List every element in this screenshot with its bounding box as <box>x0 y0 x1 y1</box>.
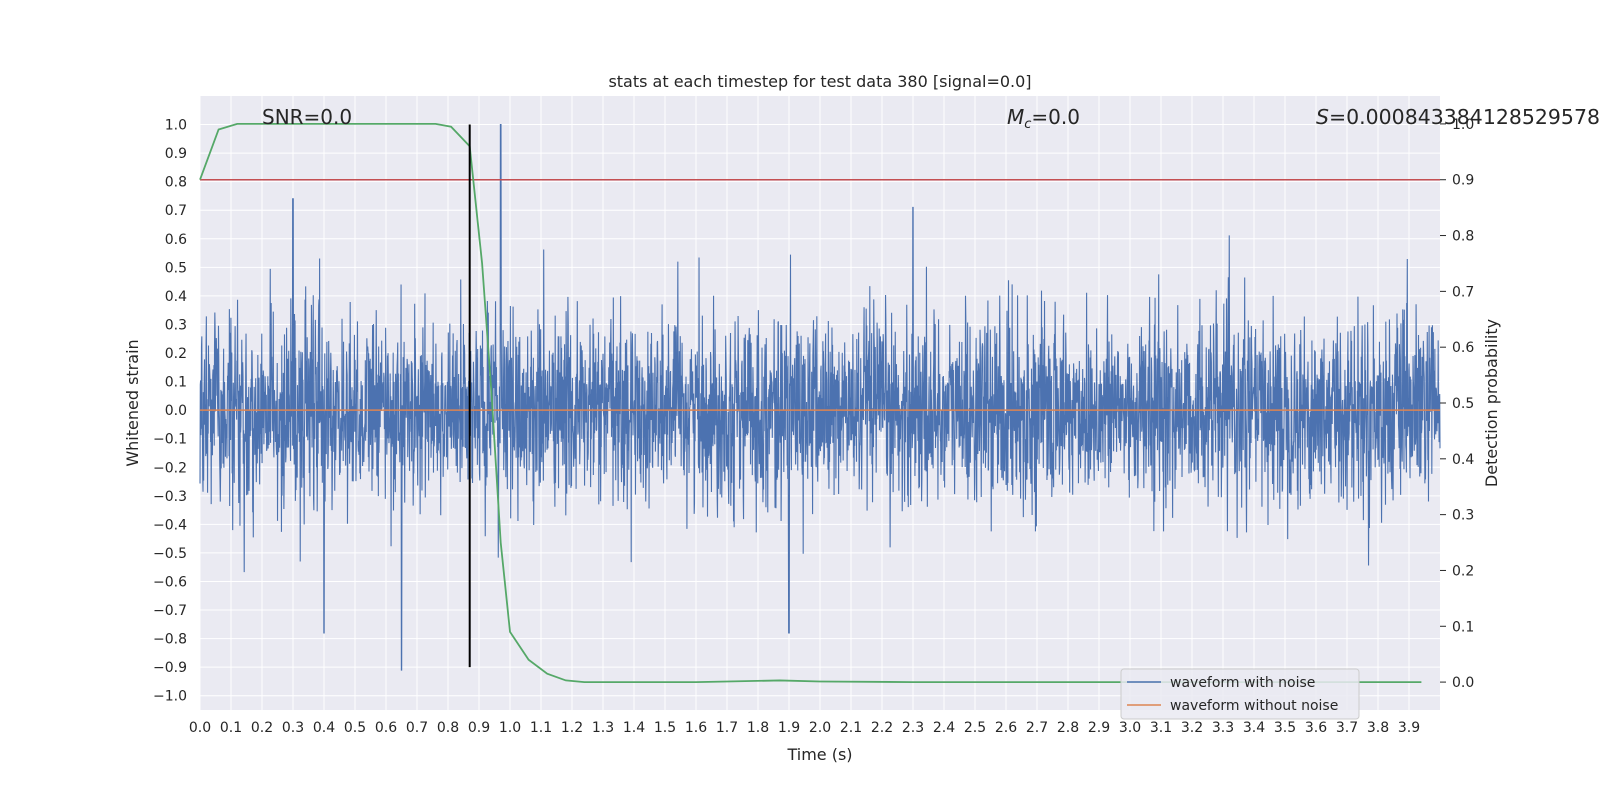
legend-label-noise: waveform with noise <box>1170 675 1315 691</box>
series-layer <box>199 123 1441 683</box>
y2-axis-label: Detection probability <box>1482 319 1501 487</box>
x-tick-label: 2.3 <box>902 720 924 736</box>
x-tick-label: 0.6 <box>375 720 397 736</box>
y2-tick-label: 0.8 <box>1452 229 1474 245</box>
y2-tick-label: 0.4 <box>1452 452 1474 468</box>
legend-box <box>1120 668 1360 720</box>
mc-annotation: Mc=0.0 <box>1007 105 1080 132</box>
y2-tick-label: 0.7 <box>1452 284 1474 300</box>
x-tick-label: 1.8 <box>747 720 769 736</box>
y-tick-label: −0.7 <box>153 603 187 619</box>
x-tick-label: 3.1 <box>1150 720 1172 736</box>
x-tick-label: 2.1 <box>840 720 862 736</box>
x-tick-label: 3.6 <box>1305 720 1327 736</box>
series-waveform-with-noise <box>199 124 1441 671</box>
x-tick-label: 3.8 <box>1367 720 1389 736</box>
y2-tick-label: 0.0 <box>1452 675 1474 691</box>
chart-title: stats at each timestep for test data 380… <box>608 72 1031 91</box>
x-tick-label: 3.5 <box>1274 720 1296 736</box>
x-tick-label: 0.1 <box>220 720 242 736</box>
x-tick-label: 2.5 <box>964 720 986 736</box>
x-tick-label: 2.4 <box>933 720 955 736</box>
s-annotation: S=0.000843384128529578 <box>1316 105 1600 129</box>
x-tick-label: 1.0 <box>499 720 521 736</box>
x-tick-label: 1.4 <box>623 720 645 736</box>
x-tick-label: 1.1 <box>530 720 552 736</box>
y-tick-label: −0.9 <box>153 660 187 676</box>
x-tick-label: 2.9 <box>1088 720 1110 736</box>
y-tick-label: −0.1 <box>153 432 187 448</box>
mc-value: =0.0 <box>1031 105 1080 129</box>
y2-tick-label: 0.1 <box>1452 619 1474 635</box>
y2-tick-label: 0.9 <box>1452 173 1474 189</box>
x-tick-label: 2.8 <box>1057 720 1079 736</box>
s-value: =0.000843384128529578 <box>1329 105 1600 129</box>
x-tick-label: 0.2 <box>251 720 273 736</box>
y-tick-label: 0.7 <box>165 203 187 219</box>
y-tick-label: 0.3 <box>165 317 187 333</box>
y-tick-label: 0.4 <box>165 289 187 305</box>
y-tick-label: 0.6 <box>165 232 187 248</box>
x-tick-label: 0.9 <box>468 720 490 736</box>
x-tick-label: 0.7 <box>406 720 428 736</box>
y-tick-label: −0.8 <box>153 632 187 648</box>
s-symbol: S <box>1316 105 1329 129</box>
mc-subscript: c <box>1024 117 1031 132</box>
x-tick-label: 0.4 <box>313 720 335 736</box>
x-tick-label: 3.3 <box>1212 720 1234 736</box>
legend: waveform with noise waveform without noi… <box>1120 668 1360 720</box>
series-detection-probability <box>199 123 1422 683</box>
legend-label-clean: waveform without noise <box>1170 698 1338 714</box>
x-tick-label: 0.3 <box>282 720 304 736</box>
y2-tick-label: 1.0 <box>1452 117 1474 133</box>
x-tick-label: 0.0 <box>189 720 211 736</box>
x-tick-label: 1.2 <box>561 720 583 736</box>
x-tick-label: 1.6 <box>685 720 707 736</box>
x-tick-label: 1.3 <box>592 720 614 736</box>
x-tick-label: 3.0 <box>1119 720 1141 736</box>
y-tick-label: −0.6 <box>153 574 187 590</box>
x-tick-label: 1.7 <box>716 720 738 736</box>
ticks: 0.0 0.1 0.2 0.3 0.4 0.5 0.6 0.7 0.8 0.9 1.0 1.1 1.2 1… <box>153 117 1474 736</box>
y-tick-label: 0.5 <box>165 260 187 276</box>
y-tick-label: −0.3 <box>153 489 187 505</box>
x-tick-label: 2.2 <box>871 720 893 736</box>
y-tick-label: 0.2 <box>165 346 187 362</box>
x-tick-label: 3.7 <box>1336 720 1358 736</box>
x-tick-label: 3.4 <box>1243 720 1265 736</box>
y2-tick-label: 0.6 <box>1452 340 1474 356</box>
x-tick-label: 0.8 <box>437 720 459 736</box>
y-tick-label: 0.9 <box>165 146 187 162</box>
y2-tick-label: 0.5 <box>1452 396 1474 412</box>
x-tick-label: 2.0 <box>809 720 831 736</box>
snr-annotation: SNR=0.0 <box>262 105 352 129</box>
x-tick-label: 3.9 <box>1398 720 1420 736</box>
x-tick-label: 2.7 <box>1026 720 1048 736</box>
y-tick-label: −0.5 <box>153 546 187 562</box>
x-tick-label: 1.5 <box>654 720 676 736</box>
y2-tick-label: 0.3 <box>1452 508 1474 524</box>
y-tick-label: 0.0 <box>165 403 187 419</box>
y-tick-label: 1.0 <box>165 118 187 134</box>
x-tick-label: 2.6 <box>995 720 1017 736</box>
x-tick-label: 3.2 <box>1181 720 1203 736</box>
y-tick-label: −0.2 <box>153 460 187 476</box>
x-axis-label: Time (s) <box>786 745 852 764</box>
y-tick-label: −0.4 <box>153 517 187 533</box>
y-axis-label: Whitened strain <box>123 339 142 466</box>
x-tick-label: 0.5 <box>344 720 366 736</box>
x-tick-label: 1.9 <box>778 720 800 736</box>
y-tick-label: 0.8 <box>165 175 187 191</box>
y-tick-label: 0.1 <box>165 375 187 391</box>
y2-tick-label: 0.2 <box>1452 563 1474 579</box>
y-tick-label: −1.0 <box>153 689 187 705</box>
mc-symbol: M <box>1007 105 1024 129</box>
